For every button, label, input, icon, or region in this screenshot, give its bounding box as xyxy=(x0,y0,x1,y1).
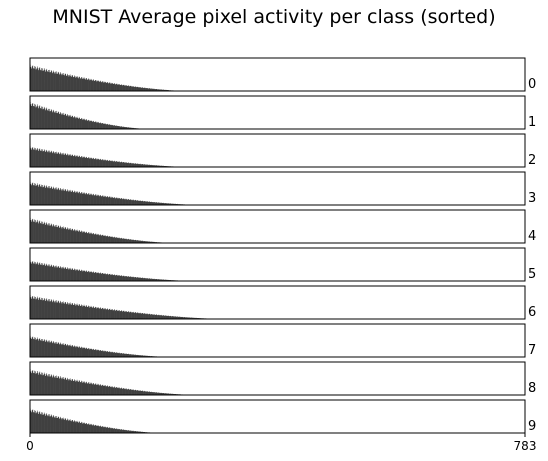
panel-6-label: 6 xyxy=(528,305,536,320)
panel-0-frame xyxy=(29,57,526,92)
panel-9-label: 9 xyxy=(528,419,536,434)
panel-3-label: 3 xyxy=(528,191,536,206)
panel-2-frame xyxy=(29,133,526,168)
panel-8-label: 8 xyxy=(528,381,536,396)
x-tick-label: 783 xyxy=(514,439,537,453)
class-6-activity-bars xyxy=(30,295,214,319)
class-2-activity-bars xyxy=(30,146,179,167)
class-5-activity-bars xyxy=(30,260,183,281)
panel-5-frame xyxy=(29,247,526,282)
panel-5-label: 5 xyxy=(528,267,536,282)
panel-7-frame xyxy=(29,323,526,358)
panel-1-frame xyxy=(29,95,526,130)
panel-4-frame xyxy=(29,209,526,244)
chart-title: MNIST Average pixel activity per class (… xyxy=(52,6,496,28)
panel-7-label: 7 xyxy=(528,343,536,358)
class-4-activity-bars xyxy=(30,217,166,243)
class-1-activity-bars xyxy=(30,101,143,129)
class-8-activity-bars xyxy=(30,369,188,395)
panel-8-frame xyxy=(29,361,526,396)
x-tick-label: 0 xyxy=(26,439,34,453)
panel-9-frame xyxy=(29,399,526,434)
class-7-activity-bars xyxy=(30,335,162,357)
panel-1-label: 1 xyxy=(528,115,536,130)
panel-4-label: 4 xyxy=(528,229,536,244)
panel-6-frame xyxy=(29,285,526,320)
class-9-activity-bars xyxy=(30,408,155,433)
class-0-activity-bars xyxy=(30,64,178,91)
class-3-activity-bars xyxy=(30,181,191,205)
panel-0-label: 0 xyxy=(528,77,536,92)
panel-3-frame xyxy=(29,171,526,206)
panel-2-label: 2 xyxy=(528,153,536,168)
